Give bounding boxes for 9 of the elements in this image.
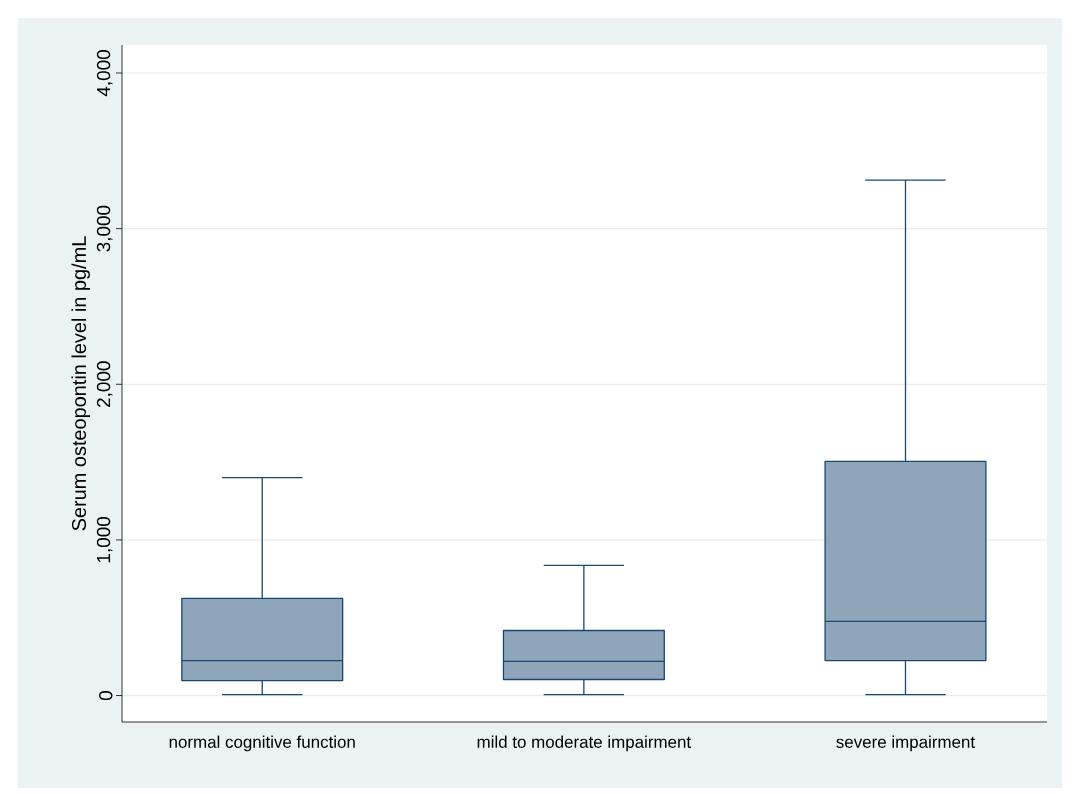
- y-tick-label: 3,000: [96, 205, 113, 252]
- y-tick-label: 0: [99, 691, 113, 701]
- y-tick-label: 2,000: [96, 361, 113, 408]
- y-axis-title: Serum osteopontin level in pg/mL: [71, 236, 91, 531]
- x-tick-label: severe impairment: [836, 735, 975, 752]
- y-tick-label: 1,000: [96, 516, 113, 563]
- y-tick-label: 4,000: [96, 50, 113, 97]
- x-tick-label: normal cognitive function: [169, 735, 355, 752]
- x-tick-label: mild to moderate impairment: [477, 735, 691, 752]
